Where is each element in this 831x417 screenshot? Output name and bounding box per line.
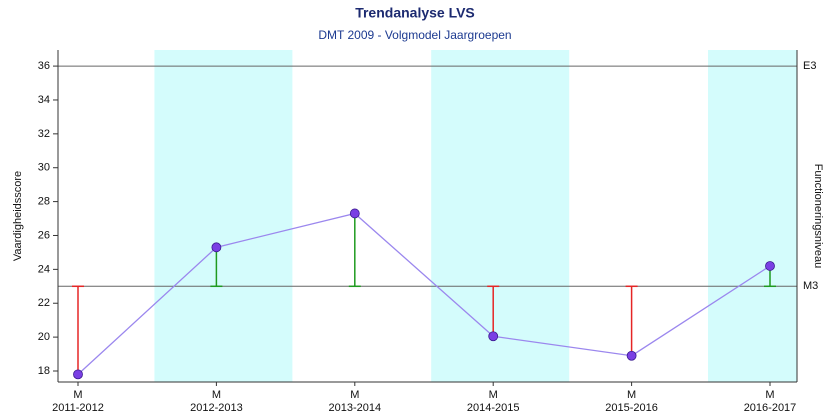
- x-tick-label: 2012-2013: [190, 402, 243, 414]
- x-tick-label: 2013-2014: [328, 402, 381, 414]
- x-level-label: M: [627, 389, 636, 401]
- x-tick-label: 2016-2017: [744, 402, 797, 414]
- y-axis-label: Vaardigheidsscore: [12, 171, 24, 261]
- y-tick-label: 28: [38, 196, 50, 208]
- x-level-label: M: [73, 389, 82, 401]
- band: [431, 50, 570, 382]
- point: [349, 208, 360, 219]
- y-tick-label: 24: [38, 263, 50, 275]
- chart-subtitle: DMT 2009 - Volgmodel Jaargroepen: [318, 28, 511, 42]
- reference-label: M3: [803, 280, 818, 292]
- trend-line: [77, 212, 771, 375]
- x-tick-label: 2015-2016: [605, 402, 658, 414]
- y-tick-label: 22: [38, 297, 50, 309]
- y-tick-label: 18: [38, 365, 50, 377]
- point: [765, 261, 775, 271]
- x-level-label: M: [489, 389, 498, 401]
- y-tick-label: 34: [38, 94, 50, 106]
- x-level-label: M: [212, 389, 221, 401]
- x-level-label: M: [350, 389, 359, 401]
- reference-label: E3: [803, 60, 816, 72]
- y-tick-label: 30: [38, 162, 50, 174]
- point: [626, 350, 637, 361]
- y-tick-label: 32: [38, 128, 50, 140]
- y2-axis-label: Functioneringsniveau: [812, 164, 824, 269]
- y-tick-label: 36: [38, 60, 50, 72]
- band: [154, 50, 293, 382]
- point: [488, 331, 499, 342]
- x-level-label: M: [765, 389, 774, 401]
- x-tick-label: 2014-2015: [467, 402, 520, 414]
- band: [708, 50, 797, 382]
- chart-title: Trendanalyse LVS: [355, 5, 475, 21]
- point: [211, 242, 222, 253]
- y-tick-label: 26: [38, 229, 50, 241]
- y-tick-label: 20: [38, 331, 50, 343]
- x-tick-label: 2011-2012: [52, 402, 104, 414]
- point: [73, 369, 83, 380]
